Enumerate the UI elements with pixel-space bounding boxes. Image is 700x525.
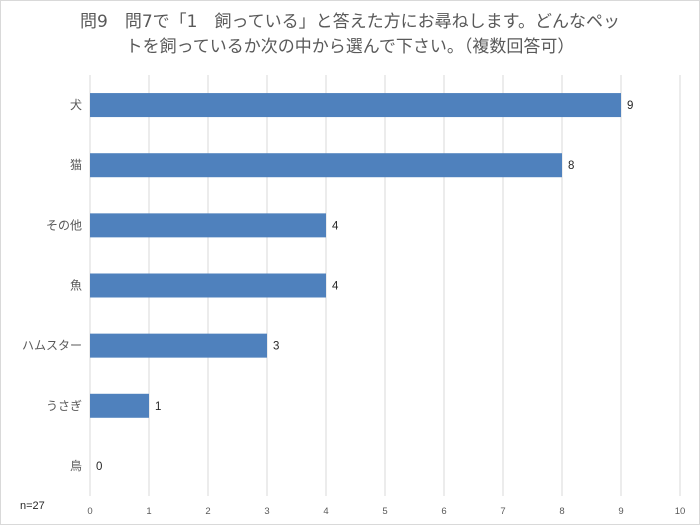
x-tick-label: 2 [205,506,210,517]
data-label: 1 [155,401,161,413]
x-tick-label: 7 [500,506,505,517]
x-tick-label: 9 [618,506,623,517]
category-label: ハムスター [22,339,82,353]
data-label: 0 [96,461,102,473]
bar-0 [90,93,621,118]
category-label: 鳥 [70,458,82,473]
chart-title: 問9 問7で「1 飼っている」と答えた方にお尋ねします。どんなペッ トを飼ってい… [0,10,700,60]
x-tick-label: 6 [441,506,446,517]
bar-5 [90,393,149,418]
data-label: 3 [273,341,279,353]
data-label: 4 [332,220,339,232]
category-label: 魚 [70,279,82,293]
sample-size-note: n=27 [20,500,45,512]
chart-title-line-1: 問9 問7で「1 飼っている」と答えた方にお尋ねします。どんなペッ [80,12,620,32]
bar-1 [90,153,562,178]
x-tick-label: 1 [146,506,151,517]
x-tick-label: 4 [323,506,328,517]
category-label: 犬 [70,98,82,112]
bar-4 [90,333,267,358]
chart-title-line-2: トを飼っているか次の中から選んで下さい。（複数回答可） [125,37,575,57]
data-label: 4 [332,281,339,293]
data-label: 8 [568,160,574,172]
bar-3 [90,273,326,298]
data-label: 9 [627,100,633,112]
x-tick-label: 8 [559,506,564,517]
category-label: 猫 [70,158,82,172]
x-tick-label: 10 [675,506,686,517]
x-tick-label: 0 [87,506,92,517]
category-label: うさぎ [46,399,82,413]
category-label: その他 [46,218,82,232]
x-tick-label: 5 [382,506,387,517]
bar-2 [90,213,326,238]
x-tick-label: 3 [264,506,269,517]
